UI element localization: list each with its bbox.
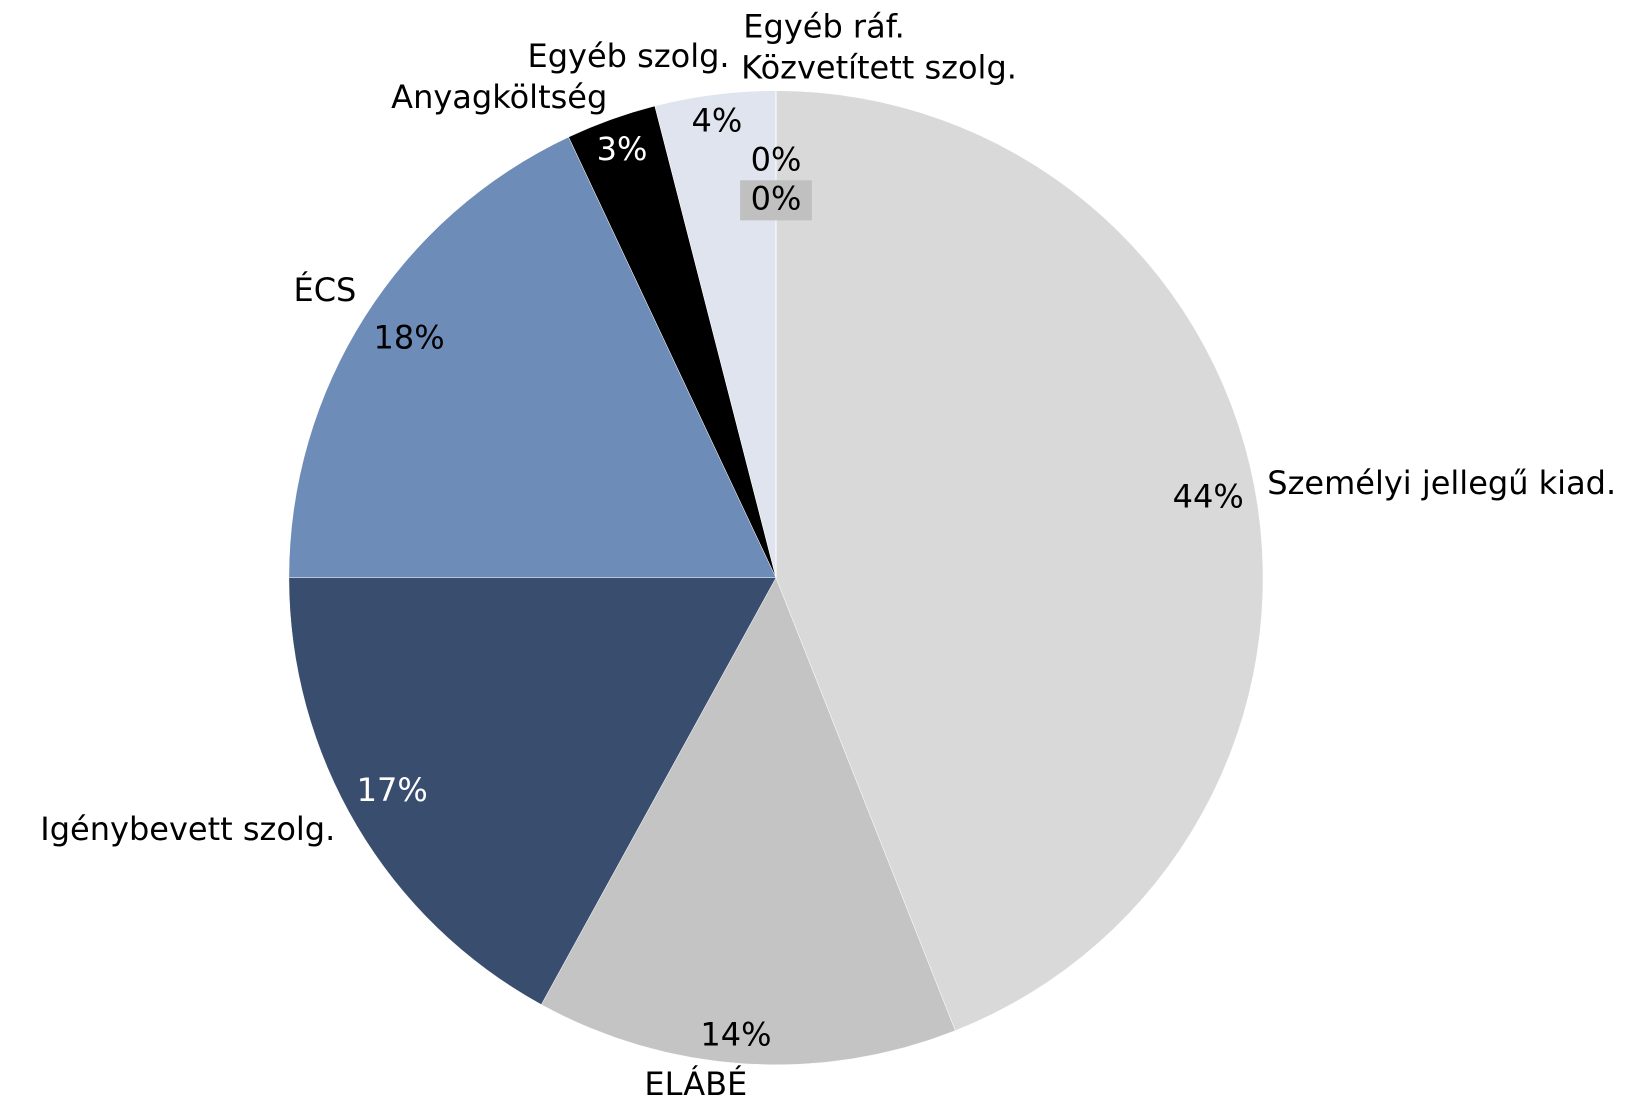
value-label: 17% bbox=[357, 771, 428, 809]
category-label: Egyéb szolg. bbox=[528, 37, 730, 75]
value-label: 0% bbox=[751, 140, 802, 178]
pie-slice bbox=[288, 136, 777, 579]
category-label: Egyéb ráf. bbox=[743, 7, 905, 45]
value-label: 44% bbox=[1173, 478, 1244, 516]
category-label: Személyi jellegű kiad. bbox=[1267, 464, 1616, 502]
pie-slice bbox=[775, 90, 1264, 1031]
category-label: Anyagköltség bbox=[391, 78, 607, 116]
value-label: 14% bbox=[700, 1015, 771, 1053]
pie-slice bbox=[540, 577, 956, 1066]
category-label: Közvetített szolg. bbox=[741, 49, 1017, 87]
value-label: 18% bbox=[374, 318, 445, 356]
value-label: 4% bbox=[692, 101, 743, 139]
value-label: 0% bbox=[751, 179, 802, 217]
pie-slice bbox=[288, 577, 777, 1005]
value-label: 3% bbox=[597, 130, 648, 168]
category-label: ELÁBÉ bbox=[644, 1065, 747, 1103]
category-label: Igénybevett szolg. bbox=[40, 810, 335, 848]
value-label-bg bbox=[740, 180, 812, 221]
category-label: ÉCS bbox=[293, 271, 356, 309]
